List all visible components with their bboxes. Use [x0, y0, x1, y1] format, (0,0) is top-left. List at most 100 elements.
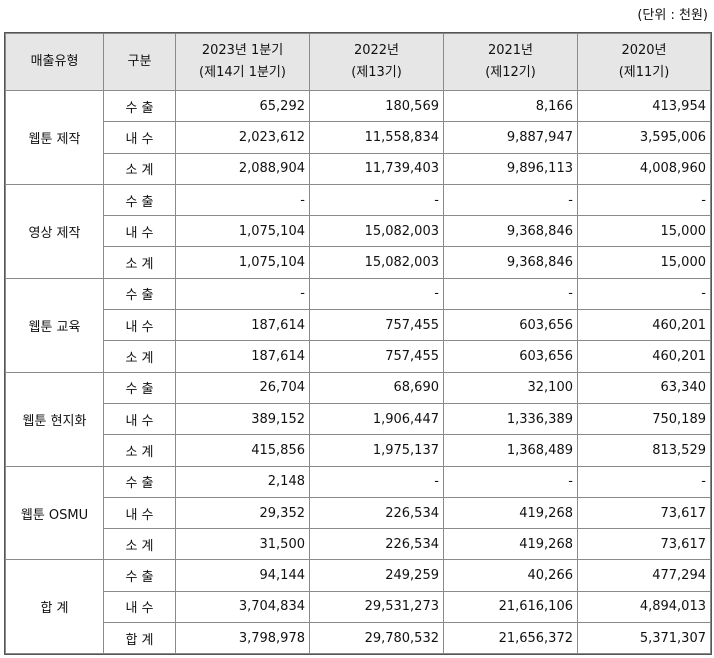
value-cell: 757,455 [309, 340, 444, 373]
row-label: 내 수 [103, 215, 176, 248]
value-cell: 65,292 [175, 89, 310, 123]
value-cell: 29,531,273 [309, 590, 444, 624]
table-row: 소 계 187,614 757,455 603,656 460,201 [6, 340, 711, 373]
value-cell: 68,690 [309, 371, 444, 404]
value-cell: 15,082,003 [309, 246, 444, 279]
header-cell: 2023년 1분기 (제14기 1분기) [175, 33, 310, 91]
header-cell: 매출유형 [5, 33, 104, 91]
value-cell: 2,148 [175, 465, 310, 498]
header-cell: 2022년 (제13기) [309, 33, 444, 91]
header-line: 2022년 [353, 43, 400, 58]
value-cell: 2,088,904 [175, 152, 310, 185]
value-cell: - [443, 277, 578, 311]
row-label: 수 출 [103, 89, 176, 123]
value-cell: 413,954 [577, 89, 711, 123]
table-row: 웹툰 제작 수 출 65,292 180,569 8,166 413,954 [5, 89, 711, 185]
row-label: 내 수 [103, 496, 176, 530]
row-label: 소 계 [103, 340, 176, 373]
header-line: 매출유형 [30, 54, 79, 69]
unit-note: (단위 : 천원) [637, 8, 708, 23]
value-cell: 477,294 [577, 559, 711, 592]
value-cell: 94,144 [175, 559, 310, 592]
value-cell: - [309, 277, 444, 311]
group-name: 웹툰 현지화 [5, 371, 104, 467]
value-cell: 9,368,846 [443, 246, 578, 279]
table-row: 내 수 2,023,612 11,558,834 9,887,947 3,595,006 [6, 121, 711, 154]
header-line: 2021년 [487, 43, 534, 58]
row-label: 합 계 [103, 622, 176, 655]
value-cell: 1,368,489 [443, 434, 578, 467]
value-cell: 1,336,389 [443, 402, 578, 436]
value-cell: 73,617 [577, 528, 711, 561]
row-label: 내 수 [103, 121, 176, 154]
value-cell: 460,201 [577, 340, 711, 373]
value-cell: 4,008,960 [577, 152, 711, 185]
group-name: 합 계 [5, 559, 104, 655]
row-label: 내 수 [103, 402, 176, 436]
value-cell: 415,856 [175, 434, 310, 467]
value-cell: 31,500 [175, 528, 310, 561]
header-line: (제14기 1분기) [199, 65, 286, 80]
value-cell: 5,371,307 [577, 622, 711, 655]
table-row: 내 수 187,614 757,455 603,656 460,201 [6, 309, 711, 342]
value-cell: 73,617 [577, 496, 711, 530]
table-row: 영상 제작 수 출---- [5, 183, 711, 279]
value-cell: 180,569 [309, 89, 444, 123]
value-cell: 249,259 [309, 559, 444, 592]
value-cell: 9,887,947 [443, 121, 578, 154]
row-label: 내 수 [103, 309, 176, 342]
header-line: 2020년 [621, 43, 667, 58]
row-label: 수 출 [103, 559, 176, 592]
table-row: 내 수 29,352 226,534 419,268 73,617 [6, 496, 711, 530]
header-line: 2023년 1분기 [201, 43, 284, 58]
value-cell: 1,906,447 [309, 402, 444, 436]
row-label: 수 출 [103, 183, 176, 217]
row-label: 소 계 [103, 152, 176, 185]
table-row: 소 계 2,088,904 11,739,403 9,896,113 4,008,960 [6, 152, 711, 185]
table-row: 웹툰 교육 수 출---- [5, 277, 711, 373]
value-cell: 187,614 [175, 309, 310, 342]
value-cell: - [443, 183, 578, 217]
value-cell: 389,152 [175, 402, 310, 436]
value-cell: 11,558,834 [309, 121, 444, 154]
row-label: 소 계 [103, 528, 176, 561]
value-cell: 15,000 [577, 215, 711, 248]
value-cell: - [309, 465, 444, 498]
group-name: 웹툰 제작 [5, 90, 104, 185]
value-cell: 8,166 [443, 89, 578, 123]
value-cell: 32,100 [443, 371, 578, 404]
value-cell: 21,616,106 [443, 590, 578, 624]
group-name: 웹툰 교육 [5, 277, 104, 373]
row-label: 수 출 [103, 371, 176, 404]
value-cell: - [175, 277, 310, 311]
table-header: 매출유형 구분 2023년 1분기 (제14기 1분기) 2022년 (제13기) 2021… [5, 33, 711, 91]
value-cell: 187,614 [175, 340, 310, 373]
value-cell: 1,075,104 [175, 215, 310, 248]
header-row: 매출유형 구분 2023년 1분기 (제14기 1분기) 2022년 (제13기) 2021… [5, 33, 711, 91]
value-cell: 750,189 [577, 402, 711, 436]
revenue-table: 매출유형 구분 2023년 1분기 (제14기 1분기) 2022년 (제13기) 2021… [4, 31, 712, 656]
value-cell: 1,075,104 [175, 246, 310, 279]
value-cell: 757,455 [309, 309, 444, 342]
value-cell: 29,352 [175, 496, 310, 530]
value-cell: 813,529 [577, 434, 711, 467]
value-cell: 9,368,846 [443, 215, 578, 248]
value-cell: 603,656 [443, 309, 578, 342]
table-row: 내 수 389,152 1,906,447 1,336,389 750,189 [6, 402, 711, 436]
header-cell: 2021년 (제12기) [443, 33, 578, 91]
value-cell: 460,201 [577, 309, 711, 342]
value-cell: 11,739,403 [309, 152, 444, 185]
row-label: 소 계 [103, 434, 176, 467]
value-cell: 63,340 [577, 371, 711, 404]
value-cell: 3,595,006 [577, 121, 711, 154]
header-cell: 2020년 (제11기) [577, 33, 711, 91]
value-cell: 29,780,532 [309, 622, 444, 655]
value-cell: 1,975,137 [309, 434, 444, 467]
table-row: 내 수 3,704,834 29,531,273 21,616,106 4,894,01… [6, 590, 711, 624]
value-cell: - [577, 465, 711, 498]
header-line: (제13기) [351, 65, 402, 80]
table-row: 소 계 415,856 1,975,137 1,368,489 813,529 [6, 434, 711, 467]
row-label: 수 출 [103, 277, 176, 311]
table-row: 합 계 3,798,978 29,780,532 21,656,372 5,371,30… [6, 622, 711, 655]
